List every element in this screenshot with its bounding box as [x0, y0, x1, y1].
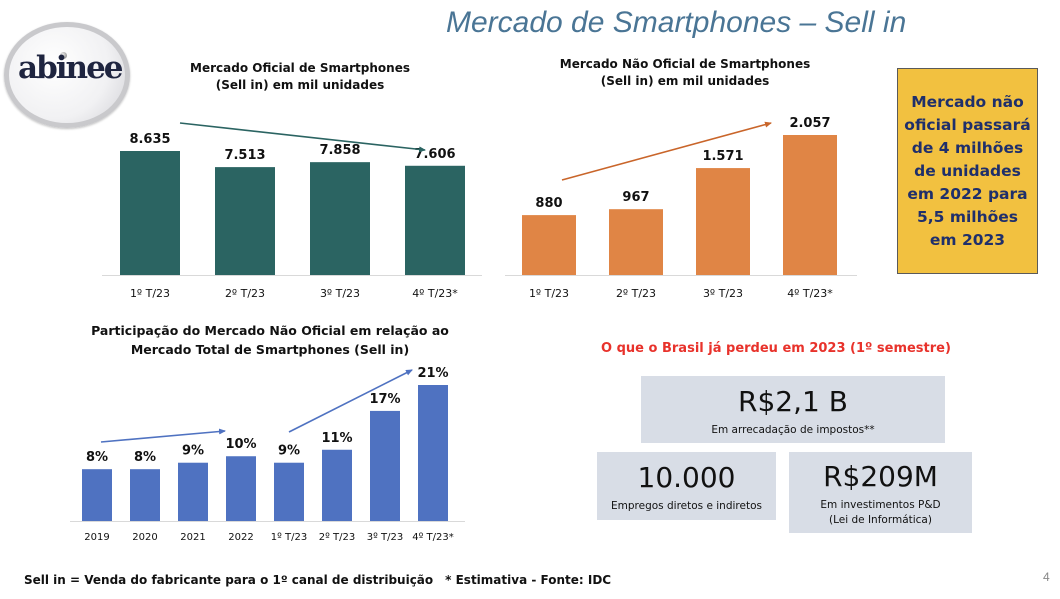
bar-official-4: [405, 165, 465, 275]
stat-value-rnd: R$209M: [823, 460, 938, 493]
category-label-official-4: 4º T/23*: [412, 287, 458, 300]
stat-label-jobs: Empregos diretos e indiretos: [611, 500, 762, 512]
logo-text: abinee: [18, 50, 124, 86]
bar-share-5: [274, 462, 304, 521]
chart-official-title-line2: (Sell in) em mil unidades: [215, 78, 385, 92]
data-label-share-1: 8%: [86, 450, 108, 465]
bar-unofficial-2: [609, 209, 663, 275]
data-label-official-1: 8.635: [129, 132, 170, 147]
stat-value-taxes: R$2,1 B: [738, 385, 848, 418]
category-label-share-8: 4º T/23*: [412, 532, 453, 543]
bar-share-2: [130, 469, 160, 521]
chart-unofficial-title-line1: Mercado Não Oficial de Smartphones: [559, 57, 811, 71]
callout-text: Mercado não oficial passará de 4 milhões…: [904, 92, 1031, 249]
bar-share-4: [226, 456, 256, 521]
abinee-logo: abinee: [4, 22, 130, 128]
chart-official-title: Mercado Oficial de Smartphones (Sell in)…: [150, 60, 450, 94]
losses-title: O que o Brasil já perdeu em 2023 (1º sem…: [601, 341, 951, 356]
footer-definition: Sell in = Venda do fabricante para o 1º …: [24, 573, 434, 587]
page-number: 4: [1043, 570, 1050, 584]
category-label-share-2: 2020: [132, 532, 157, 543]
bar-unofficial-1: [522, 215, 576, 275]
footer: Sell in = Venda do fabricante para o 1º …: [24, 573, 611, 587]
bar-unofficial-3: [696, 168, 750, 275]
stat-label-rnd: Em investimentos P&D: [820, 499, 941, 511]
chart-unofficial-title: Mercado Não Oficial de Smartphones (Sell…: [520, 56, 850, 90]
chart-share-title-line1: Participação do Mercado Não Oficial em r…: [91, 323, 449, 338]
bar-unofficial-4: [783, 135, 837, 275]
chart-share: 8% 2019 8% 2020 9% 2021 10% 2022 9% 1º T/23 11% 2º …: [70, 366, 465, 543]
stat-box-taxes: R$2,1 B Em arrecadação de impostos**: [641, 376, 945, 443]
chart-unofficial-title-line2: (Sell in) em mil unidades: [600, 74, 770, 88]
chart-share-title-line2: Mercado Total de Smartphones (Sell in): [130, 342, 410, 357]
category-label-share-5: 1º T/23: [271, 532, 307, 543]
category-label-unofficial-3: 3º T/23: [703, 287, 743, 300]
stat-box-rnd: R$209M Em investimentos P&D (Lei de Info…: [789, 452, 972, 533]
data-label-unofficial-1: 880: [535, 196, 562, 211]
footer-source-note: * Estimativa - Fonte: IDC: [445, 573, 612, 587]
category-label-share-6: 2º T/23: [319, 532, 355, 543]
trend-arrow-share-years: [100, 428, 226, 443]
category-label-unofficial-4: 4º T/23*: [787, 287, 833, 300]
data-label-unofficial-4: 2.057: [789, 116, 830, 131]
bar-share-1: [82, 469, 112, 521]
category-label-share-4: 2022: [228, 532, 253, 543]
data-label-share-5: 9%: [278, 444, 300, 459]
bar-official-1: [120, 151, 180, 275]
data-label-share-2: 8%: [134, 450, 156, 465]
data-label-official-2: 7.513: [224, 148, 265, 163]
data-label-share-7: 17%: [369, 392, 400, 407]
chart-share-title: Participação do Mercado Não Oficial em r…: [70, 321, 470, 359]
category-label-official-1: 1º T/23: [130, 287, 170, 300]
category-label-share-7: 3º T/23: [367, 532, 403, 543]
category-label-official-3: 3º T/23: [320, 287, 360, 300]
data-label-share-8: 21%: [417, 366, 448, 381]
trend-arrow-share-quarters: [288, 369, 413, 433]
category-label-share-3: 2021: [180, 532, 205, 543]
category-label-share-1: 2019: [84, 532, 109, 543]
trend-arrow-unofficial-up: [561, 121, 772, 181]
data-label-official-3: 7.858: [319, 143, 360, 158]
bar-official-3: [310, 162, 370, 275]
stat-label-taxes: Em arrecadação de impostos**: [711, 424, 875, 436]
logo-dot-icon: [60, 52, 67, 59]
slide-title: Mercado de Smartphones – Sell in: [446, 6, 907, 39]
chart-official-title-line1: Mercado Oficial de Smartphones: [190, 61, 410, 75]
data-label-unofficial-2: 967: [622, 190, 649, 205]
stat-box-jobs: 10.000 Empregos diretos e indiretos: [597, 452, 776, 520]
trend-arrow-official-down: [179, 122, 426, 153]
category-label-unofficial-2: 2º T/23: [616, 287, 656, 300]
stat-label-rnd-law: (Lei de Informática): [829, 514, 932, 526]
stat-value-jobs: 10.000: [637, 461, 736, 494]
bar-official-2: [215, 167, 275, 275]
data-label-share-3: 9%: [182, 444, 204, 459]
bar-share-7: [370, 410, 400, 521]
bar-share-8: [418, 385, 448, 521]
bar-share-6: [322, 449, 352, 521]
category-label-official-2: 2º T/23: [225, 287, 265, 300]
chart-unofficial: 880 1º T/23 967 2º T/23 1.571 3º T/23 2.057 4º …: [505, 116, 857, 300]
callout-box: Mercado não oficial passará de 4 milhões…: [897, 68, 1038, 274]
category-label-unofficial-1: 1º T/23: [529, 287, 569, 300]
bar-share-3: [178, 462, 208, 521]
data-label-unofficial-3: 1.571: [702, 149, 743, 164]
data-label-share-4: 10%: [225, 437, 256, 452]
data-label-share-6: 11%: [321, 431, 352, 446]
